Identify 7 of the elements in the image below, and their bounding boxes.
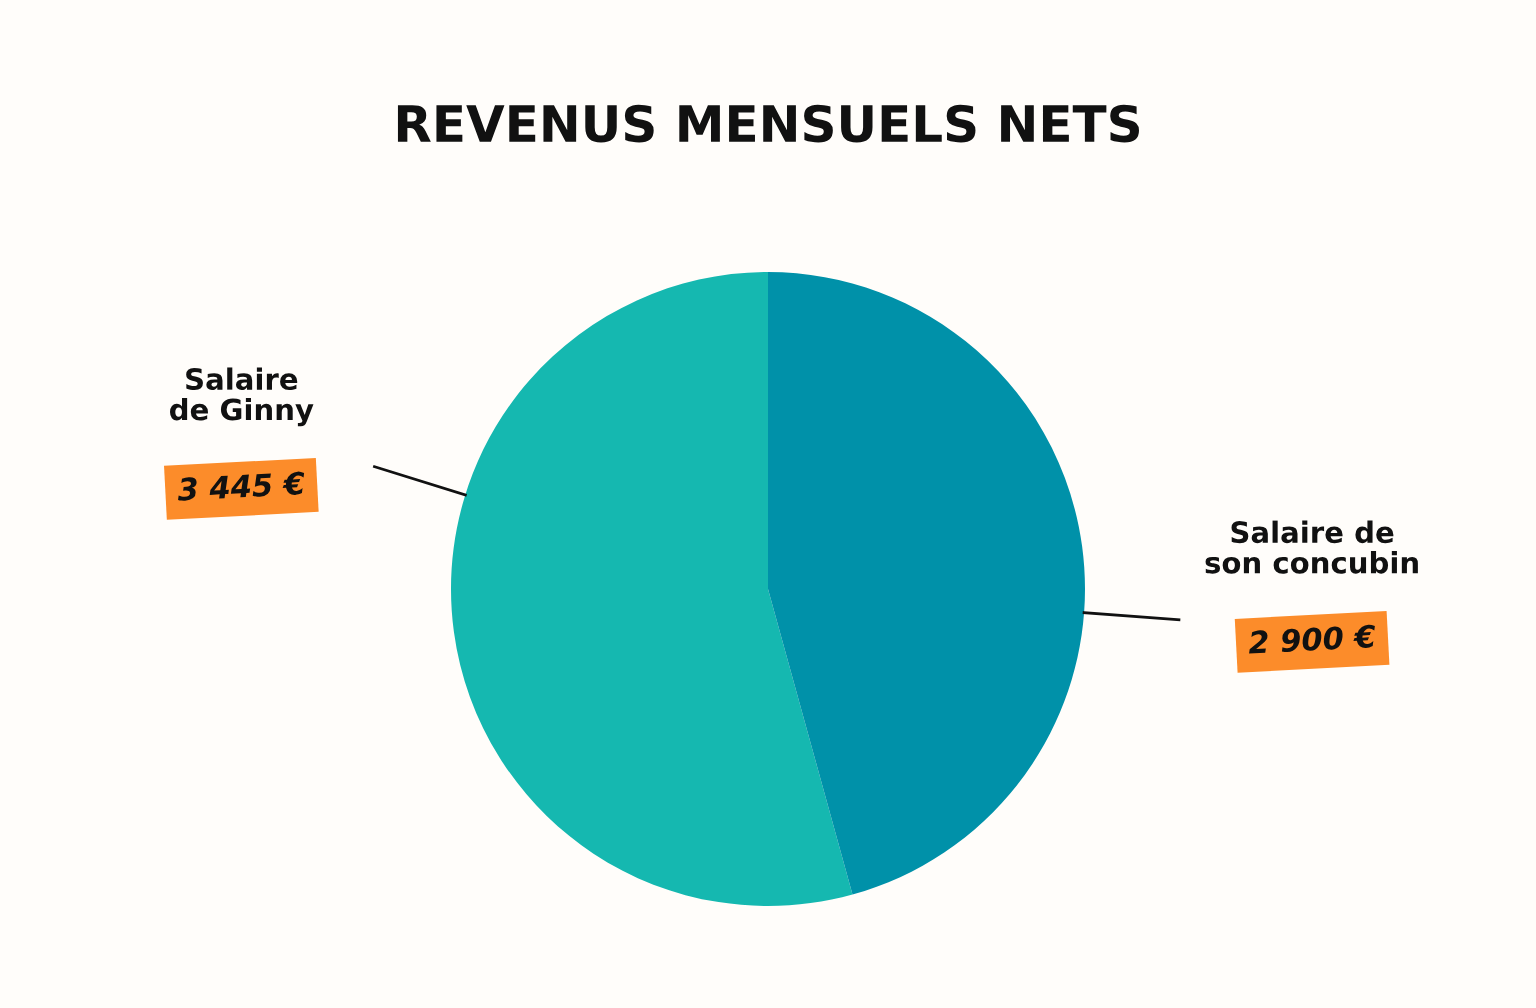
data-label: 2 900 € xyxy=(1247,624,1376,655)
slice-label: Salaire de Ginny xyxy=(170,367,314,427)
pie-slice xyxy=(768,272,1085,895)
data-label: 3 445 € xyxy=(176,471,306,502)
slice-label: Salaire de son concubin xyxy=(1205,520,1418,574)
chart-title: REVENUS MENSUELS NETS xyxy=(397,104,1139,143)
pie-slice xyxy=(451,272,853,906)
